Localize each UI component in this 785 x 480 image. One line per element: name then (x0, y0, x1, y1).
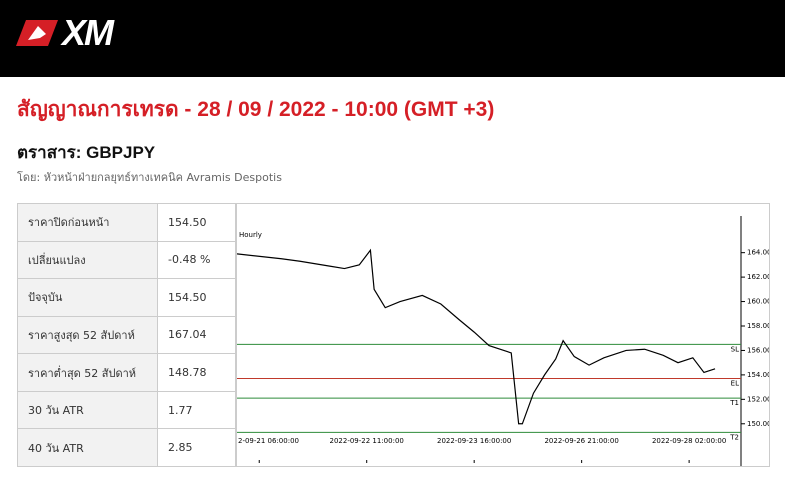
table-row: ปัจจุบัน 154.50 (17, 278, 236, 317)
header-bar: XM (0, 0, 785, 77)
stats-table: ราคาปิดก่อนหน้า 154.50 เปลี่ยนแปลง -0.48 % ป… (17, 203, 236, 467)
table-row: ราคาสูงสุด 52 สัปดาห์ 167.04 (17, 315, 236, 355)
cell-label: ปัจจุบัน (17, 278, 158, 317)
y-tick-label: 164.00 (747, 249, 770, 257)
cell-label: ราคาปิดก่อนหน้า (17, 203, 158, 242)
table-row: เปลี่ยนแปลง -0.48 % (17, 240, 236, 280)
cell-label: ราคาต่ำสุด 52 สัปดาห์ (17, 353, 158, 392)
level-label: T2 (729, 433, 739, 441)
y-tick-label: 154.00 (747, 371, 770, 379)
logo-mark (16, 20, 58, 46)
cell-value: 1.77 (157, 390, 236, 430)
cell-value: 2.85 (157, 428, 236, 467)
level-label: SL (731, 345, 739, 353)
level-label: EL (731, 380, 739, 388)
cell-value: 154.50 (157, 278, 236, 317)
author: โดย: หัวหน้าฝ่ายกลยุทธ์ทางเทคนิค Avramis… (17, 171, 282, 184)
cell-value: 148.78 (157, 353, 236, 392)
table-row: 40 วัน ATR 2.85 (17, 428, 236, 467)
y-tick-label: 162.00 (747, 273, 770, 281)
y-tick-label: 158.00 (747, 322, 770, 330)
chart: Hourly 150.00 152.00 154.00 156.00 158.00 160.… (236, 203, 770, 467)
logo[interactable]: XM (62, 12, 114, 53)
instrument: ตราสาร: GBPJPY (17, 143, 156, 162)
x-tick-label: 2-09-21 06:00:00 (238, 437, 299, 445)
table-row: ราคาปิดก่อนหน้า 154.50 (17, 203, 236, 242)
y-tick-label: 150.00 (747, 420, 770, 428)
chart-title: Hourly (239, 231, 262, 239)
price-line (237, 248, 716, 425)
cell-value: -0.48 % (157, 240, 236, 280)
cell-value: 167.04 (157, 315, 236, 355)
table-row: ราคาต่ำสุด 52 สัปดาห์ 148.78 (17, 353, 236, 392)
cell-label: ราคาสูงสุด 52 สัปดาห์ (17, 315, 158, 355)
x-tick-label: 2022-09-28 02:00:00 (652, 437, 726, 445)
cell-label: 30 วัน ATR (17, 390, 158, 430)
y-tick-label: 160.00 (747, 298, 770, 306)
page-title: สัญญาณการเทรด - 28 / 09 / 2022 - 10:00 (… (17, 98, 495, 121)
x-tick-label: 2022-09-23 16:00:00 (437, 437, 511, 445)
level-label: T1 (729, 399, 739, 407)
y-tick-label: 156.00 (747, 346, 770, 354)
cell-label: 40 วัน ATR (17, 428, 158, 467)
cell-label: เปลี่ยนแปลง (17, 240, 158, 280)
cell-value: 154.50 (157, 203, 236, 242)
x-tick-label: 2022-09-22 11:00:00 (330, 437, 404, 445)
x-tick-label: 2022-09-26 21:00:00 (544, 437, 618, 445)
y-tick-label: 152.00 (747, 395, 770, 403)
table-row: 30 วัน ATR 1.77 (17, 390, 236, 430)
